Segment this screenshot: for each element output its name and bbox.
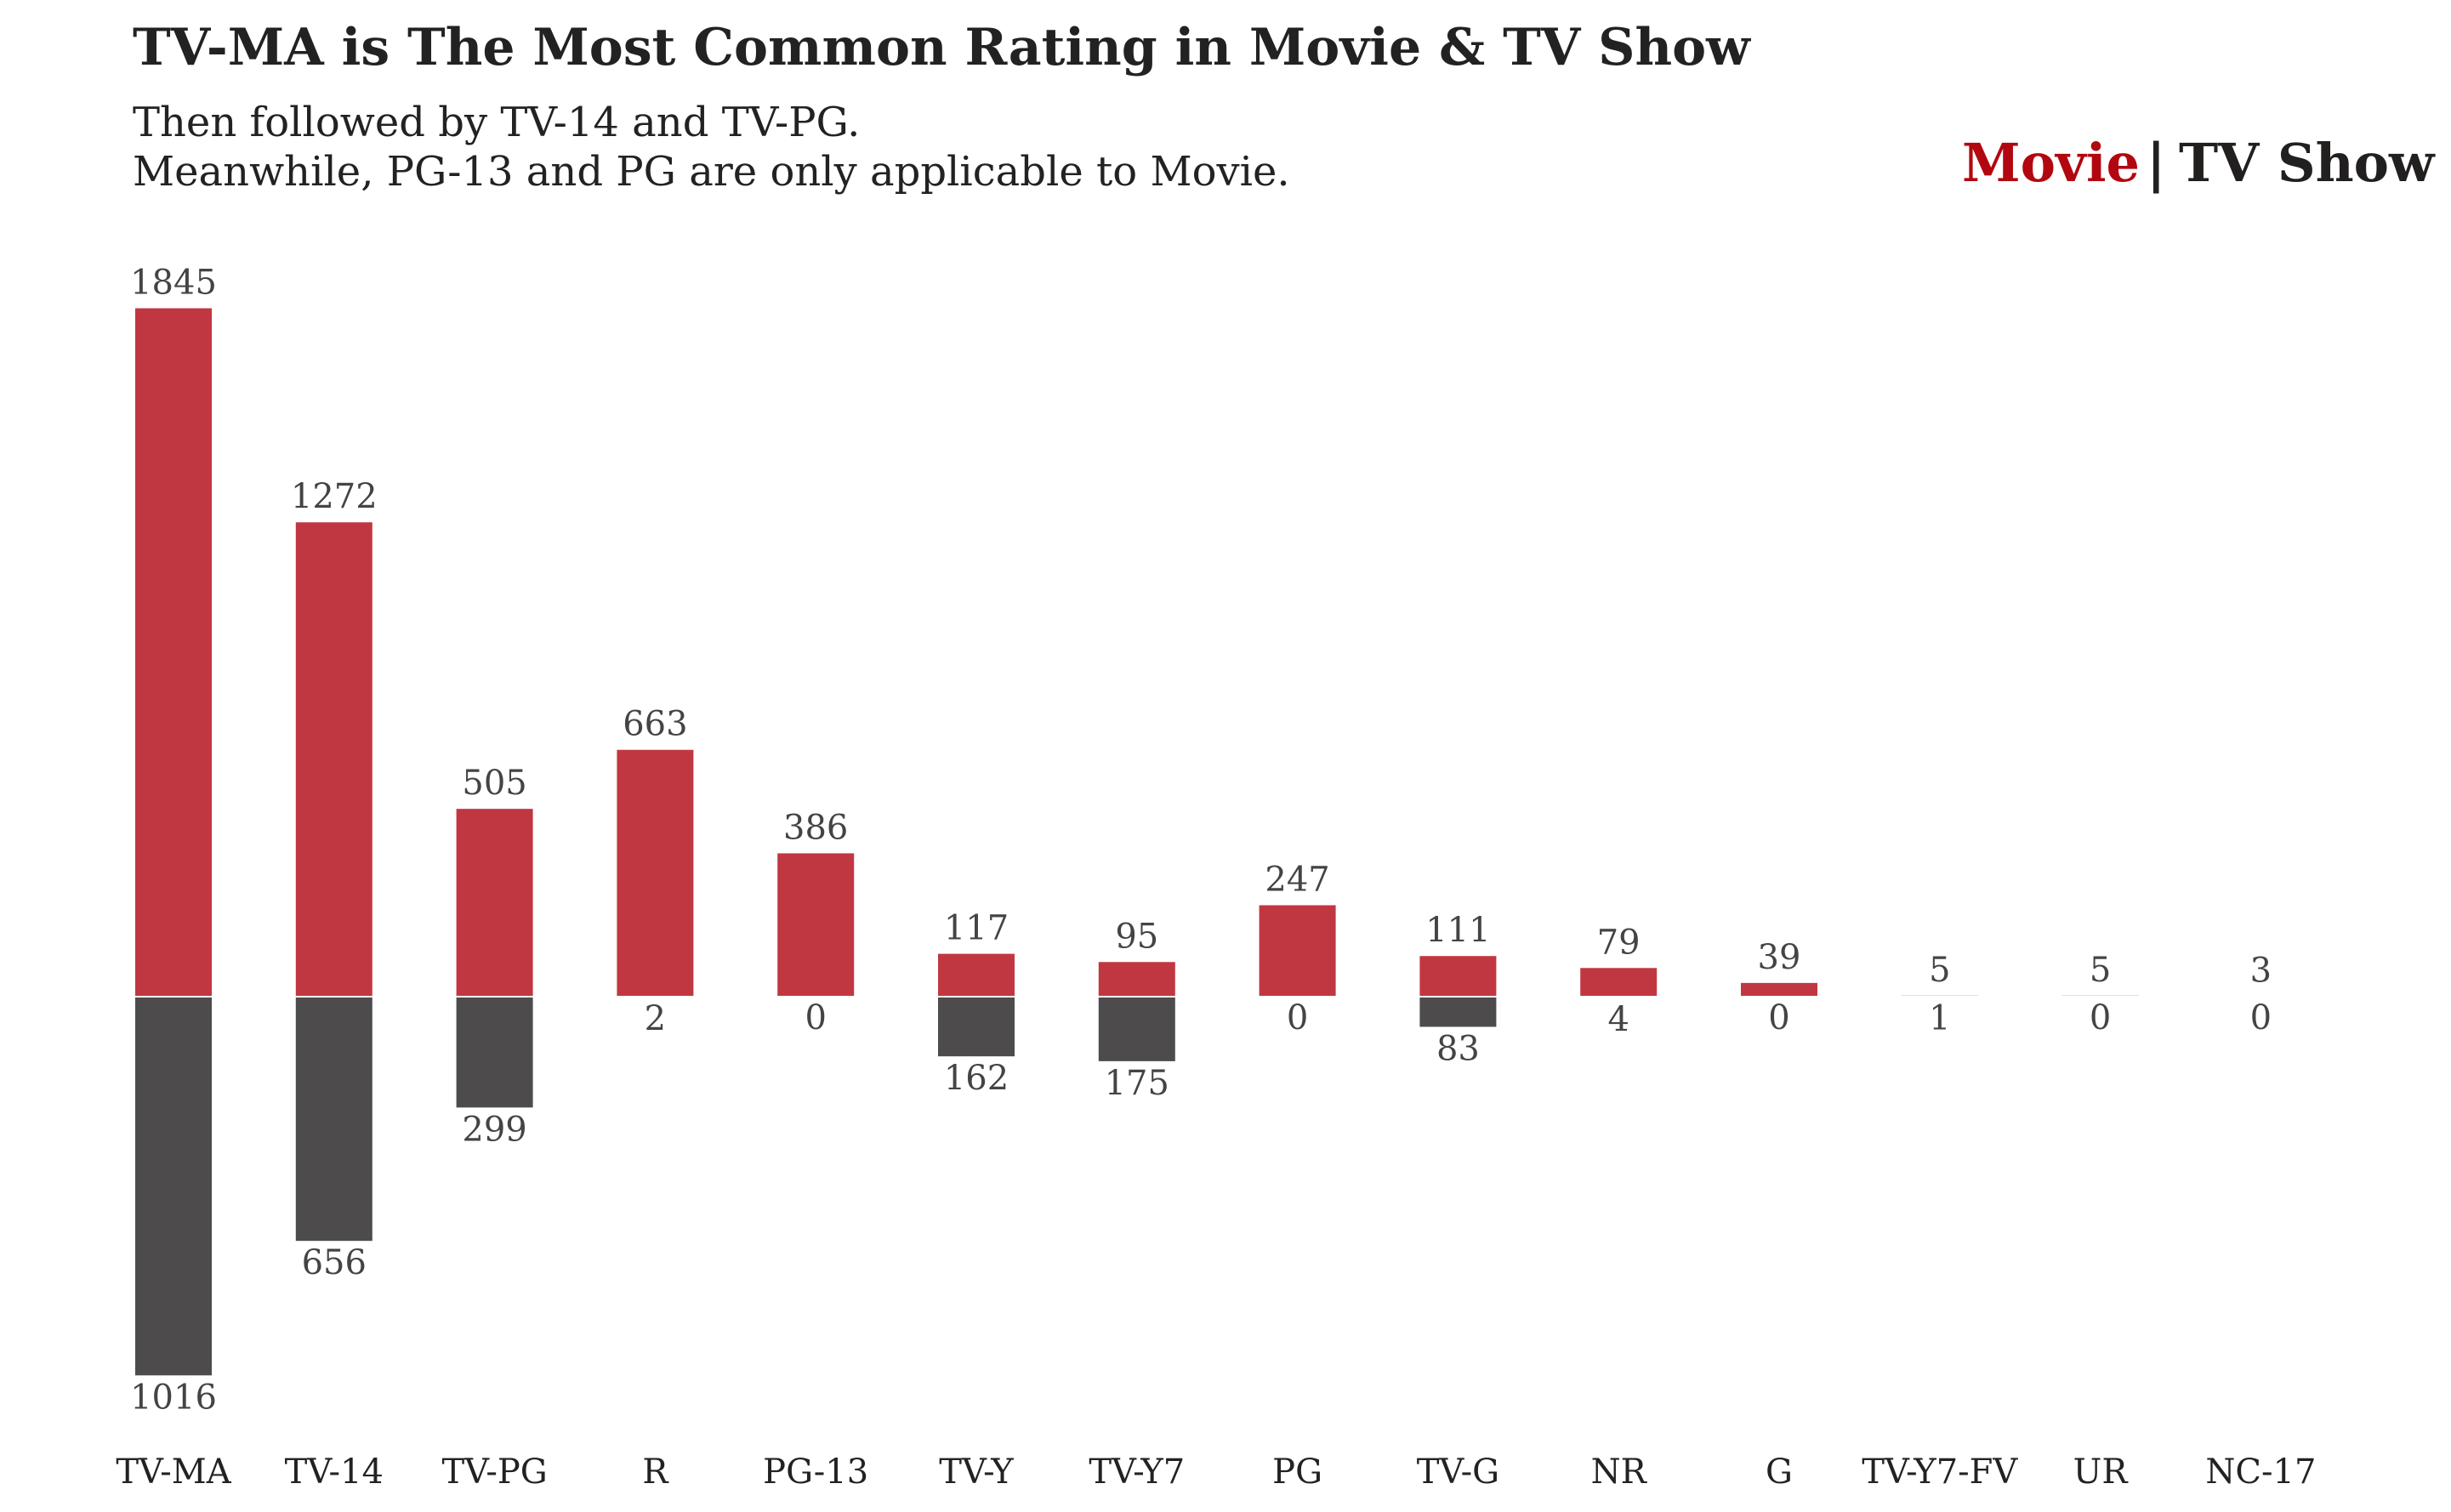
x-tick-label-nc-17: NC-17 — [2205, 1452, 2316, 1492]
bar-tv-show-r — [615, 996, 696, 998]
value-label-tv-show-pg: 0 — [1287, 998, 1308, 1037]
value-label-tv-show-r: 2 — [645, 999, 666, 1038]
value-label-movie-tv-y: 117 — [944, 909, 1009, 948]
bar-movie-g — [1739, 981, 1819, 998]
bar-movie-tv-pg — [454, 807, 535, 998]
value-label-tv-show-nc-17: 0 — [2250, 998, 2272, 1037]
bar-movie-tv-g — [1418, 954, 1498, 998]
x-axis-tick-labels: TV-MA TV-14 TV-PG R PG-13 TV-Y TV-Y7 PG TV-G NR G T… — [116, 1452, 2316, 1492]
value-label-movie-pg-13: 386 — [783, 808, 848, 847]
x-tick-label-nr: NR — [1591, 1452, 1648, 1492]
value-label-tv-show-tv-g: 83 — [1436, 1029, 1480, 1068]
value-label-movie-nc-17: 3 — [2250, 952, 2272, 991]
value-label-tv-show-tv-14: 656 — [302, 1243, 367, 1282]
value-label-movie-g: 39 — [1758, 938, 1801, 977]
legend-tv-show-label: TV Show — [2179, 132, 2436, 194]
bar-tv-show-tv-g — [1418, 996, 1498, 1029]
chart-subtitle-line-2: Meanwhile, PG-13 and PG are only applica… — [133, 148, 1290, 196]
bars — [134, 306, 2301, 1378]
bar-movie-tv-y — [936, 952, 1016, 998]
value-label-tv-show-tv-y: 162 — [944, 1059, 1009, 1098]
x-tick-label-tv-14: TV-14 — [285, 1452, 384, 1492]
x-tick-label-tv-pg: TV-PG — [441, 1452, 547, 1492]
value-label-tv-show-ur: 0 — [2090, 998, 2111, 1037]
x-tick-label-r: R — [642, 1452, 669, 1492]
value-label-tv-show-tv-y7-fv: 1 — [1929, 998, 1950, 1037]
bar-tv-show-tv-y7 — [1096, 996, 1177, 1063]
bar-movie-nc-17 — [2221, 994, 2301, 998]
value-label-movie-tv-14: 1272 — [291, 477, 378, 516]
x-tick-label-pg-13: PG-13 — [763, 1452, 868, 1492]
bar-movie-r — [615, 747, 696, 998]
value-label-tv-show-tv-y7: 175 — [1105, 1064, 1169, 1103]
bar-movie-tv-y7 — [1096, 960, 1177, 998]
value-label-tv-show-tv-ma: 1016 — [130, 1378, 217, 1417]
value-label-tv-show-g: 0 — [1768, 998, 1789, 1037]
value-label-tv-show-tv-pg: 299 — [462, 1110, 526, 1149]
bar-movie-ur — [2060, 993, 2141, 998]
value-label-movie-pg: 247 — [1265, 860, 1329, 899]
value-label-movie-tv-y7: 95 — [1115, 917, 1158, 956]
legend-separator: | — [2147, 132, 2166, 194]
x-tick-label-tv-y7: TV-Y7 — [1089, 1452, 1185, 1492]
bar-movie-tv-ma — [134, 306, 213, 998]
bar-movie-pg — [1257, 903, 1338, 998]
value-label-tv-show-nr: 4 — [1607, 1000, 1629, 1039]
value-label-tv-show-pg-13: 0 — [805, 998, 826, 1037]
value-label-movie-nr: 79 — [1597, 923, 1641, 962]
bar-movie-nr — [1578, 966, 1659, 998]
x-tick-label-ur: UR — [2073, 1452, 2130, 1492]
value-labels: 1845101612726565052996632386011716295175… — [130, 263, 2272, 1417]
bar-tv-show-tv-14 — [293, 996, 374, 1243]
value-label-movie-tv-pg: 505 — [462, 764, 526, 803]
value-label-movie-tv-g: 111 — [1425, 911, 1490, 950]
x-tick-label-tv-y7-fv: TV-Y7-FV — [1862, 1452, 2018, 1492]
bar-movie-pg-13 — [776, 851, 856, 998]
bar-tv-show-tv-ma — [134, 996, 213, 1378]
bar-movie-tv-14 — [293, 520, 374, 998]
bar-tv-show-tv-pg — [454, 996, 535, 1110]
x-tick-label-pg: PG — [1272, 1452, 1322, 1492]
legend-movie-label: Movie — [1962, 132, 2140, 194]
chart-subtitle-line-1: Then followed by TV-14 and TV-PG. — [133, 99, 860, 146]
bar-tv-show-nr — [1578, 996, 1659, 999]
value-label-movie-r: 663 — [623, 705, 687, 744]
x-tick-label-tv-g: TV-G — [1417, 1452, 1499, 1492]
x-tick-label-g: G — [1766, 1452, 1793, 1492]
chart-title: TV-MA is The Most Common Rating in Movie… — [133, 18, 1751, 77]
bar-tv-show-tv-y — [936, 996, 1016, 1059]
value-label-movie-ur: 5 — [2090, 951, 2111, 990]
x-tick-label-tv-y: TV-Y — [939, 1452, 1014, 1492]
x-tick-label-tv-ma: TV-MA — [116, 1452, 231, 1492]
value-label-movie-tv-y7-fv: 5 — [1929, 951, 1950, 990]
legend: Movie | TV Show — [1962, 132, 2436, 194]
value-label-movie-tv-ma: 1845 — [130, 263, 217, 302]
